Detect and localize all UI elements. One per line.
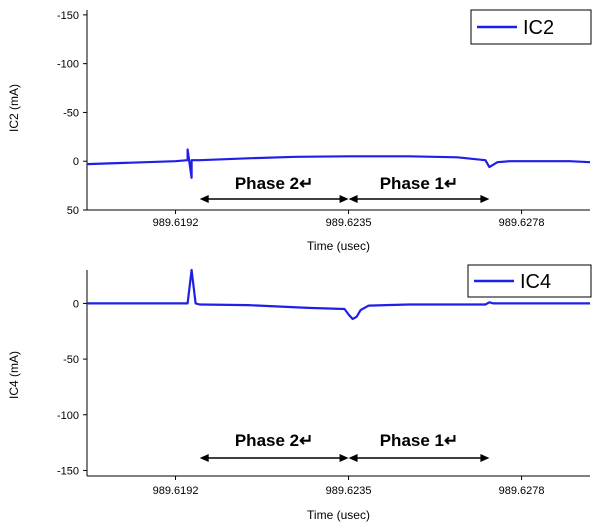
y-tick-label: 0 bbox=[73, 298, 79, 310]
legend-entry-label: IC4 bbox=[520, 271, 551, 293]
phase-label: Phase 2↵ bbox=[235, 174, 314, 193]
y-tick-label: -100 bbox=[57, 410, 79, 422]
y-tick-label: 0 bbox=[73, 156, 79, 168]
x-tick-label: 989.6235 bbox=[326, 485, 372, 497]
chart-panel-1: -150 -100 -50 0 50 989.6192 989.6235 989.6278 Ti… bbox=[7, 10, 591, 253]
phase-arrow-2 bbox=[349, 195, 490, 203]
phase-label: Phase 1↵ bbox=[380, 174, 459, 193]
y-tick-label: -100 bbox=[57, 59, 79, 71]
y-tick-label: -150 bbox=[57, 465, 79, 477]
x-tick-label: 989.6192 bbox=[153, 217, 199, 229]
y-tick-label: -50 bbox=[63, 107, 79, 119]
y-axis-label: IC2 (mA) bbox=[7, 84, 21, 132]
x-axis-label: Time (usec) bbox=[307, 508, 370, 522]
x-axis-label: Time (usec) bbox=[307, 239, 370, 253]
chart-panel-2: 0 -50 -100 -150 989.6192 989.6235 989.6278 Time… bbox=[7, 265, 591, 522]
x-tick-label: 989.6278 bbox=[499, 217, 545, 229]
phase-arrow-2 bbox=[349, 454, 490, 462]
legend: IC4 bbox=[468, 265, 591, 297]
phase-label: Phase 2↵ bbox=[235, 431, 314, 450]
y-axis-label: IC4 (mA) bbox=[7, 351, 21, 399]
phase-arrow-1 bbox=[200, 195, 349, 203]
legend-entry-label: IC2 bbox=[523, 17, 554, 39]
x-tick-label: 989.6192 bbox=[153, 485, 199, 497]
y-tick-label: -50 bbox=[63, 354, 79, 366]
phase-label: Phase 1↵ bbox=[380, 431, 459, 450]
x-tick-label: 989.6235 bbox=[326, 217, 372, 229]
series-line-ic2 bbox=[87, 150, 590, 178]
y-tick-label: -150 bbox=[57, 10, 79, 22]
legend: IC2 bbox=[471, 10, 591, 44]
x-tick-label: 989.6278 bbox=[499, 485, 545, 497]
y-tick-label: 50 bbox=[67, 205, 79, 217]
phase-arrow-1 bbox=[200, 454, 349, 462]
